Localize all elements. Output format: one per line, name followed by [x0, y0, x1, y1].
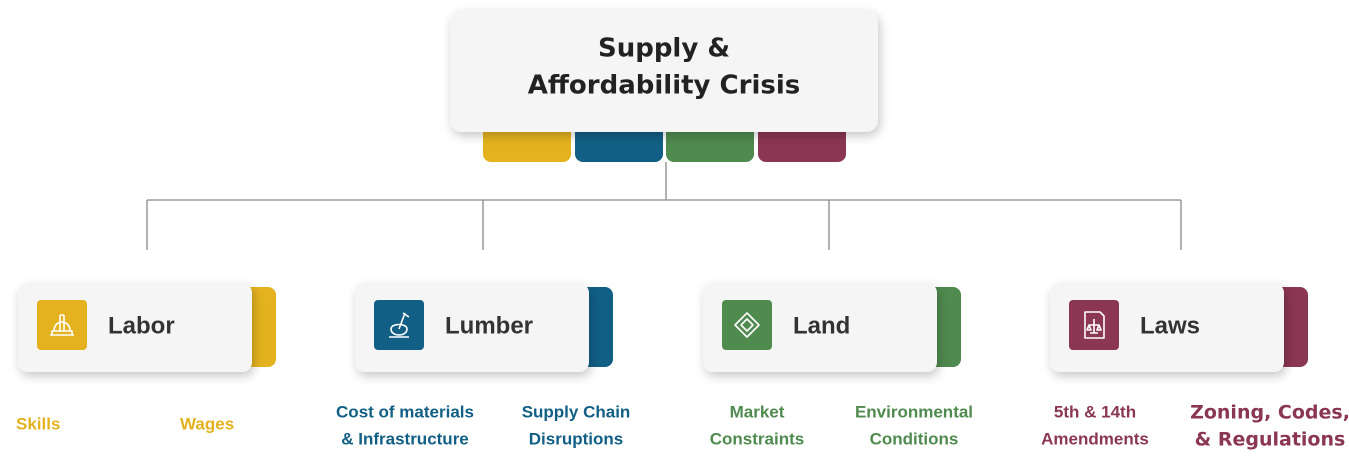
- sub-item: & Infrastructure: [341, 429, 469, 448]
- card-label: Land: [793, 312, 850, 339]
- sub-item: Wages: [180, 414, 234, 433]
- card-label: Lumber: [445, 312, 533, 339]
- sub-item: Conditions: [870, 429, 959, 448]
- sub-item: Market: [730, 402, 785, 421]
- root-title: Affordability Crisis: [528, 71, 800, 101]
- icon: [734, 312, 760, 338]
- sub-item: Skills: [16, 414, 60, 433]
- icon: [50, 314, 74, 336]
- sub-item: Constraints: [710, 429, 804, 448]
- icon-box: [722, 300, 772, 350]
- card-label: Laws: [1140, 312, 1200, 339]
- sub-item: Environmental: [855, 402, 973, 421]
- sub-item: & Regulations: [1195, 429, 1346, 451]
- sub-item: Supply Chain: [522, 402, 631, 421]
- connector: [146, 162, 1182, 250]
- icon: [389, 312, 410, 338]
- icon: [1084, 311, 1105, 339]
- root-title: Supply &: [598, 34, 730, 64]
- sub-item: Disruptions: [529, 429, 623, 448]
- sub-item: 5th & 14th: [1054, 402, 1136, 421]
- sub-item: Cost of materials: [336, 402, 474, 421]
- root-box: [450, 10, 878, 132]
- sub-item: Amendments: [1041, 429, 1149, 448]
- sub-item: Zoning, Codes,: [1190, 402, 1349, 424]
- card-label: Labor: [108, 312, 175, 339]
- icon-box: [37, 300, 87, 350]
